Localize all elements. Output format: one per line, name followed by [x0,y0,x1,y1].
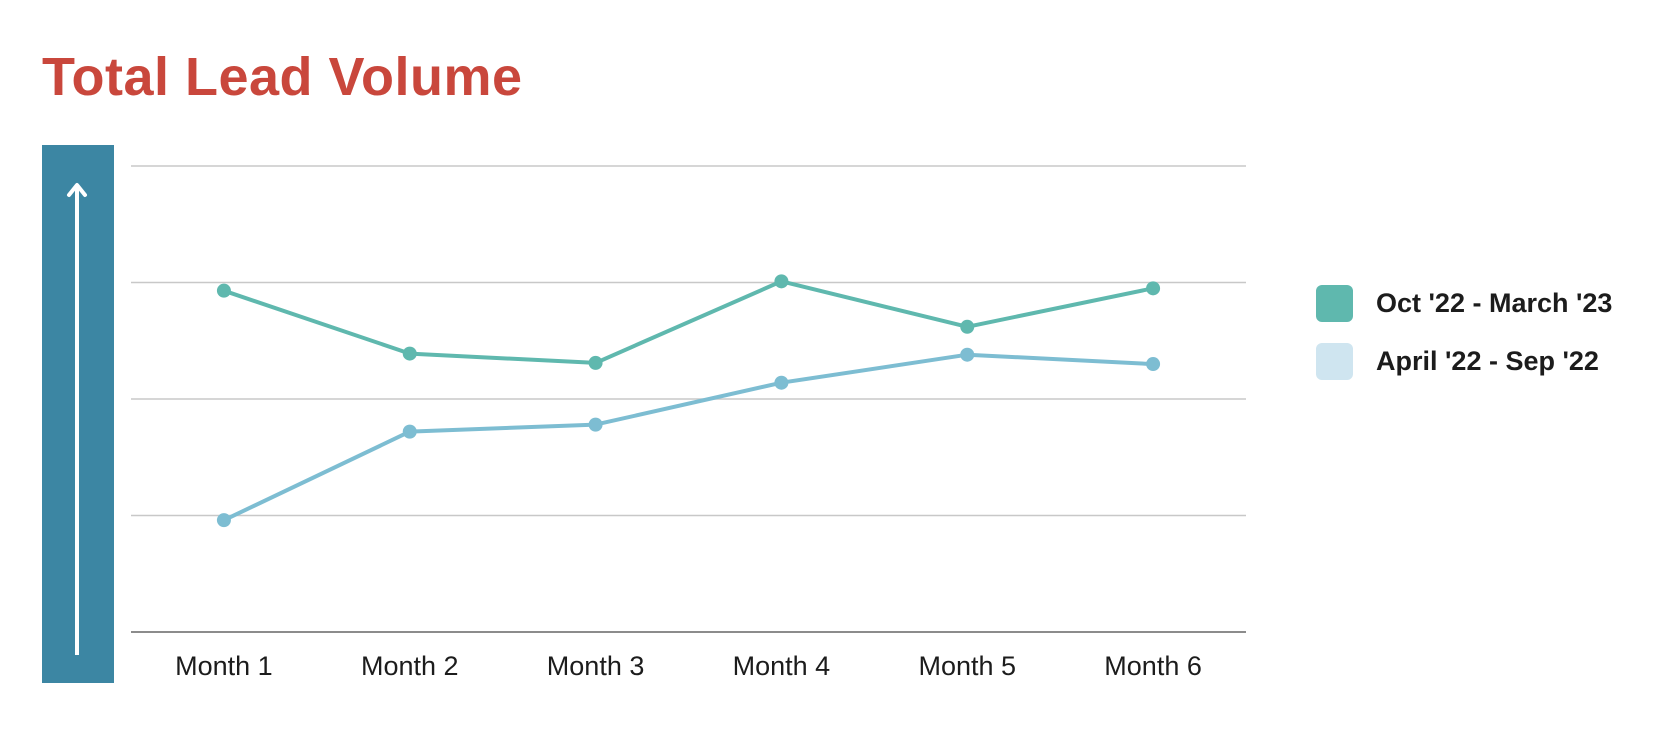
data-point [1146,357,1161,372]
up-arrow-icon [42,145,114,683]
series-line [221,279,1156,365]
legend-swatch [1316,342,1353,380]
legend-label: April '22 - Sep '22 [1376,345,1599,376]
data-point [960,319,975,334]
data-point [960,347,975,362]
x-tick-label: Month 6 [1104,651,1202,681]
legend-swatch [1316,284,1353,322]
chart-title: Total Lead Volume [42,47,523,107]
series-1 [216,274,1161,370]
data-point [588,417,603,432]
series-lines [216,274,1161,528]
y-axis-indicator-bar [42,145,114,683]
data-point [402,346,417,361]
legend-item-oct-mar: Oct '22 - March '23 [1316,284,1612,322]
data-point [402,424,417,439]
legend-label: Oct '22 - March '23 [1376,287,1613,318]
x-tick-label: Month 4 [733,651,831,681]
data-point [216,513,231,528]
data-point [588,355,603,370]
data-point [774,375,789,390]
data-point [1146,281,1161,296]
x-tick-label: Month 3 [547,651,645,681]
x-tick-label: Month 1 [175,651,273,681]
series-2 [216,347,1161,528]
series-line [221,352,1156,523]
legend: Oct '22 - March '23 April '22 - Sep '22 [1316,284,1612,400]
legend-item-apr-sep: April '22 - Sep '22 [1316,342,1612,380]
gridlines [131,165,1246,633]
x-tick-label: Month 2 [361,651,459,681]
x-axis-ticks: Month 1 Month 2 Month 3 Month 4 Month 5 Month… [175,651,1202,681]
data-point [216,283,231,298]
x-tick-label: Month 5 [918,651,1016,681]
data-point [774,274,789,289]
